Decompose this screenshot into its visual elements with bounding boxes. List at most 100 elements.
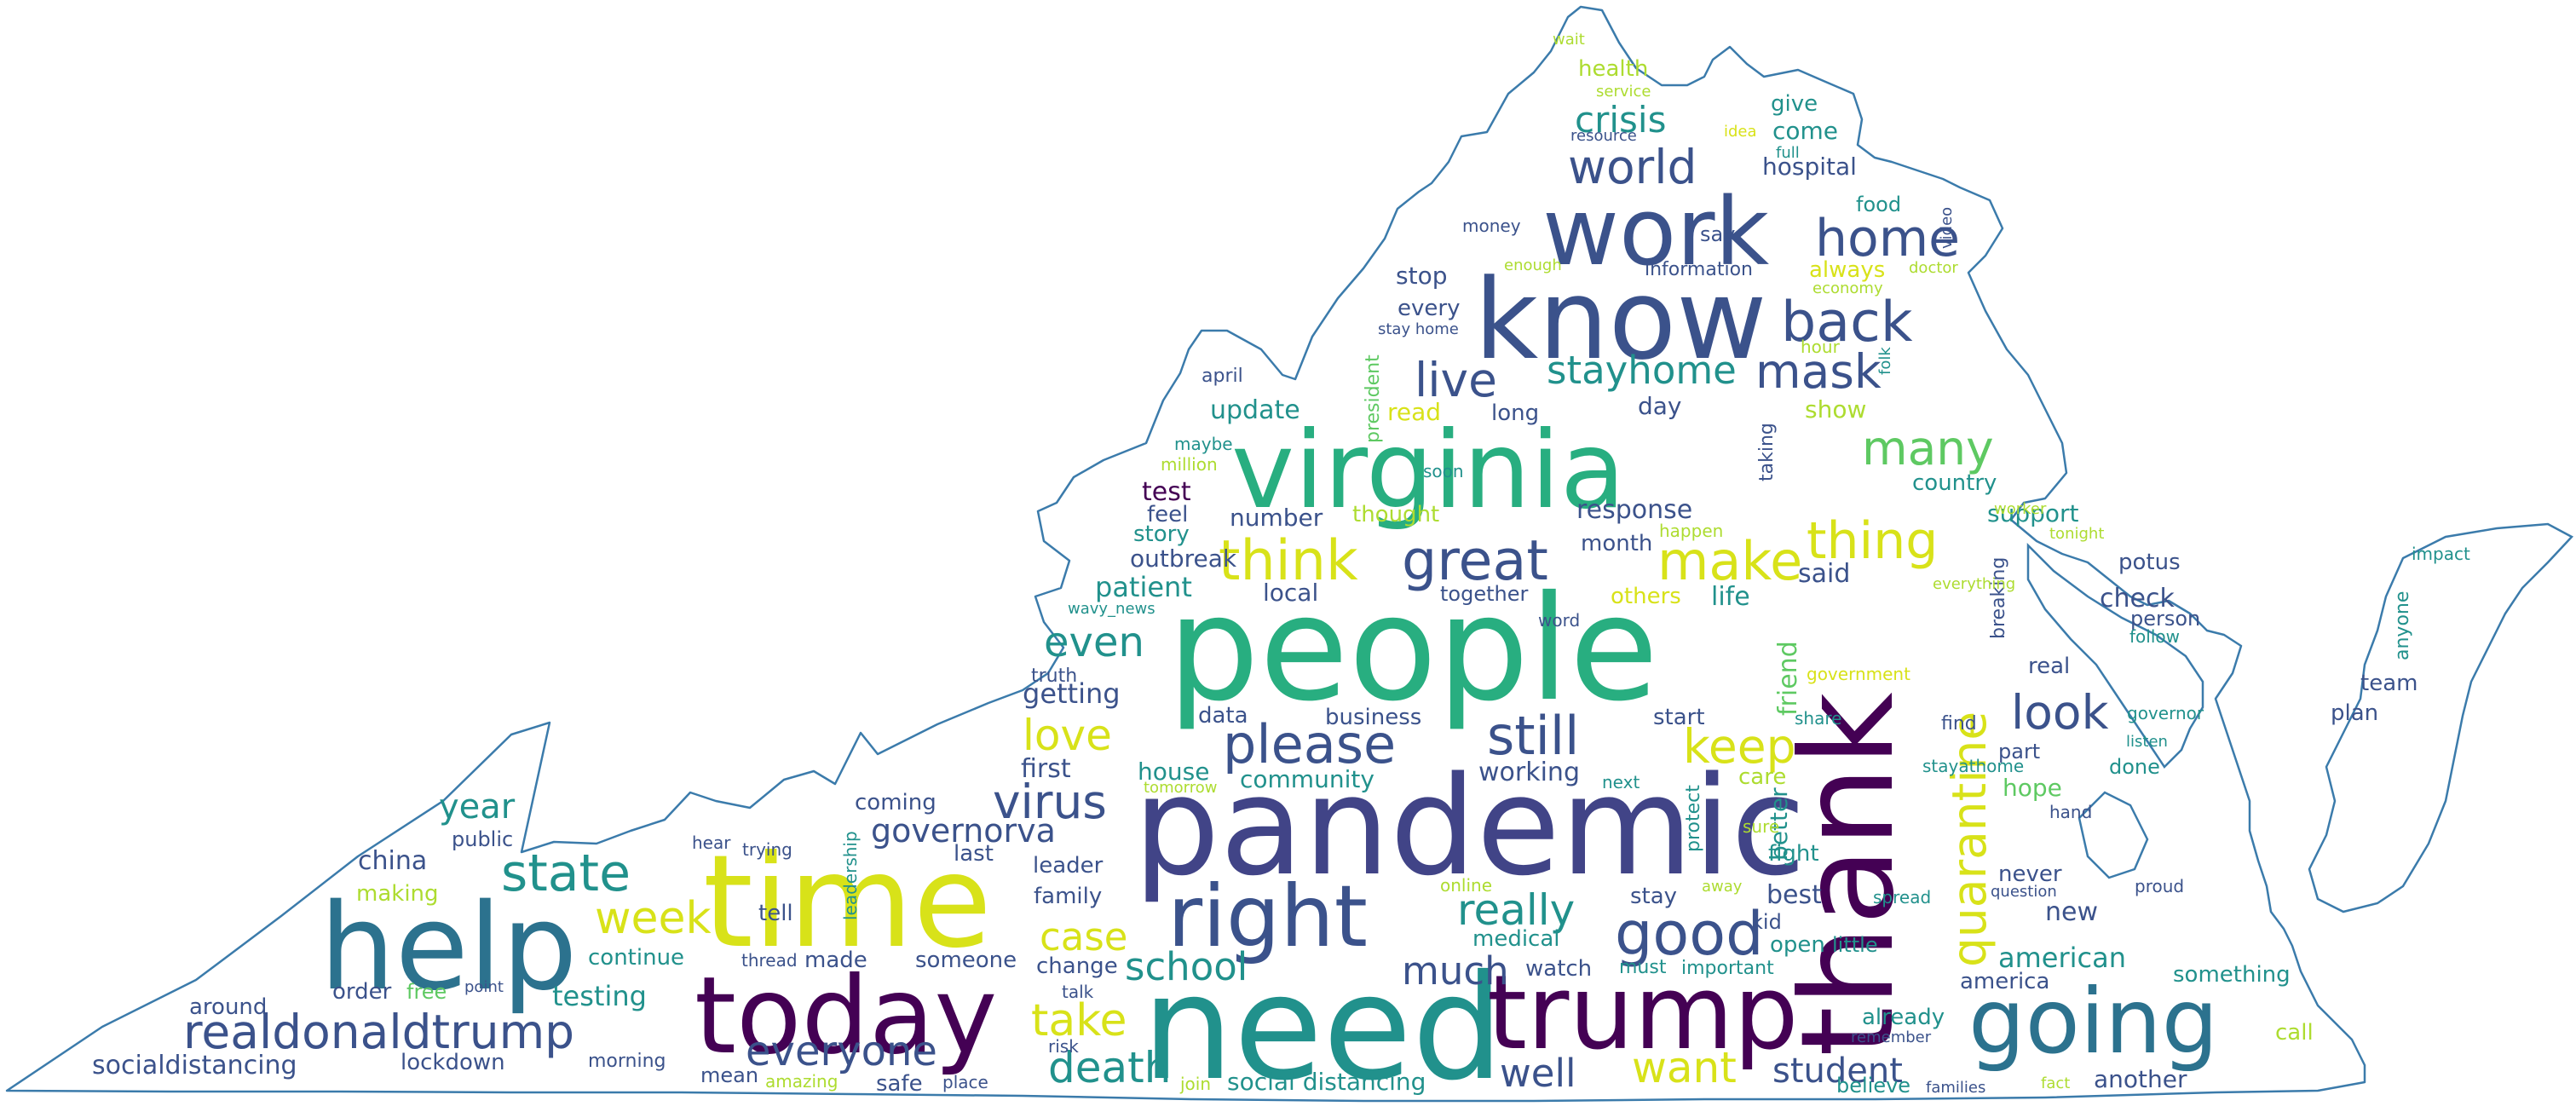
word-well: well: [1500, 1051, 1576, 1096]
word-care: care: [1738, 764, 1786, 790]
word-governorva: governorva: [871, 812, 1056, 850]
word-look: look: [2011, 685, 2109, 740]
eastern-shore-outline: [2308, 522, 2574, 913]
word-governor: governor: [2127, 703, 2204, 723]
word-new: new: [2045, 897, 2098, 927]
word-number: number: [1230, 504, 1323, 532]
word-already: already: [1862, 1005, 1945, 1030]
word-hospital: hospital: [1762, 153, 1857, 181]
word-proud: proud: [2135, 876, 2184, 896]
word-feel: feel: [1147, 502, 1188, 527]
word-another: another: [2094, 1065, 2187, 1093]
word-live: live: [1415, 353, 1497, 407]
word-lockdown: lockdown: [401, 1050, 505, 1075]
word-watch: watch: [1525, 956, 1592, 982]
word-leader: leader: [1033, 853, 1104, 879]
word-first: first: [1021, 754, 1071, 784]
word-stop: stop: [1396, 262, 1447, 290]
word-wait: wait: [1553, 31, 1585, 49]
word-back: back: [1781, 291, 1913, 354]
word-check: check: [2100, 584, 2175, 614]
word-hear: hear: [692, 833, 731, 853]
word-worker: worker: [1994, 500, 2047, 518]
word-read: read: [1387, 398, 1441, 426]
word-virginia: virginia: [1231, 409, 1626, 533]
word-important: important: [1681, 958, 1774, 979]
word-update: update: [1210, 395, 1300, 425]
word-support: support: [1987, 499, 2079, 527]
word-talk: talk: [1062, 982, 1094, 1002]
word-everything: everything: [1933, 575, 2015, 593]
word-order: order: [332, 979, 392, 1005]
word-stayhome: stayhome: [1547, 348, 1737, 393]
word-help: help: [320, 879, 578, 1017]
word-idea: idea: [1724, 123, 1757, 141]
word-government: government: [1807, 664, 1910, 684]
word-socialdistancing: socialdistancing: [92, 1051, 297, 1080]
word-online: online: [1440, 875, 1492, 896]
word-place: place: [942, 1072, 988, 1092]
word-day: day: [1638, 392, 1682, 420]
word-join: join: [1179, 1074, 1211, 1094]
word-even: even: [1044, 619, 1144, 666]
word-people: people: [1167, 565, 1658, 734]
word-patient: patient: [1095, 571, 1192, 603]
word-getting: getting: [1023, 677, 1121, 710]
word-follow: follow: [2129, 626, 2180, 647]
word-medical: medical: [1472, 926, 1560, 952]
word-community: community: [1240, 765, 1374, 793]
word-wavy-news: wavy_news: [1068, 600, 1155, 618]
word-food: food: [1856, 193, 1901, 216]
word-change: change: [1036, 954, 1118, 979]
word-video: video: [1938, 207, 1956, 249]
word-others: others: [1611, 584, 1681, 609]
word-health: health: [1578, 56, 1648, 82]
word-find: find: [1941, 713, 1977, 735]
word-tomorrow: tomorrow: [1144, 779, 1217, 797]
word-hand: hand: [2049, 802, 2092, 822]
word-great: great: [1402, 529, 1548, 593]
word-never: never: [1998, 861, 2062, 887]
word-share: share: [1795, 708, 1841, 729]
word-breaking: breaking: [1988, 557, 2009, 639]
word-friend: friend: [1773, 641, 1803, 716]
word-hour: hour: [1801, 337, 1841, 357]
word-around: around: [189, 994, 267, 1020]
word-resource: resource: [1570, 127, 1637, 145]
word-please: please: [1223, 713, 1396, 775]
word-morning: morning: [588, 1051, 666, 1072]
word-part: part: [1998, 740, 2040, 763]
word-crisis: crisis: [1575, 99, 1666, 141]
word-team: team: [2360, 671, 2418, 696]
word-remember: remember: [1851, 1028, 1932, 1046]
word-say: say: [1700, 222, 1735, 246]
word-tell: tell: [758, 901, 793, 926]
word-million: million: [1161, 454, 1218, 475]
word-start: start: [1653, 705, 1705, 730]
word-going: going: [1968, 970, 2218, 1074]
word-coming: coming: [855, 790, 936, 815]
word-hope: hope: [2003, 774, 2062, 802]
word-soon: soon: [1423, 461, 1464, 481]
word-many: many: [1862, 421, 1994, 475]
word-data: data: [1198, 703, 1248, 729]
word-must: must: [1619, 957, 1667, 978]
word-making: making: [356, 881, 439, 907]
word-doctor: doctor: [1909, 259, 1958, 277]
word-every: every: [1397, 296, 1460, 321]
word-plan: plan: [2331, 700, 2378, 726]
word-still: still: [1487, 705, 1579, 767]
word-mask: mask: [1755, 344, 1882, 399]
word-president: president: [1363, 354, 1384, 443]
word-quarantine: quarantine: [1942, 712, 1997, 967]
word-know: know: [1474, 255, 1767, 384]
word-local: local: [1263, 579, 1318, 607]
word-question: question: [1991, 883, 2057, 901]
word-right: right: [1167, 867, 1368, 966]
word-public: public: [452, 827, 513, 851]
word-case: case: [1040, 914, 1127, 959]
word-open: open: [1770, 932, 1825, 958]
word-virus: virus: [993, 775, 1107, 829]
word-long: long: [1491, 400, 1539, 426]
